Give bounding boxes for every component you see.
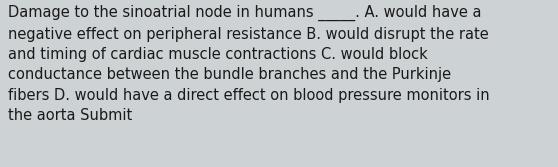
Text: Damage to the sinoatrial node in humans _____. A. would have a
negative effect o: Damage to the sinoatrial node in humans … [8,5,490,123]
